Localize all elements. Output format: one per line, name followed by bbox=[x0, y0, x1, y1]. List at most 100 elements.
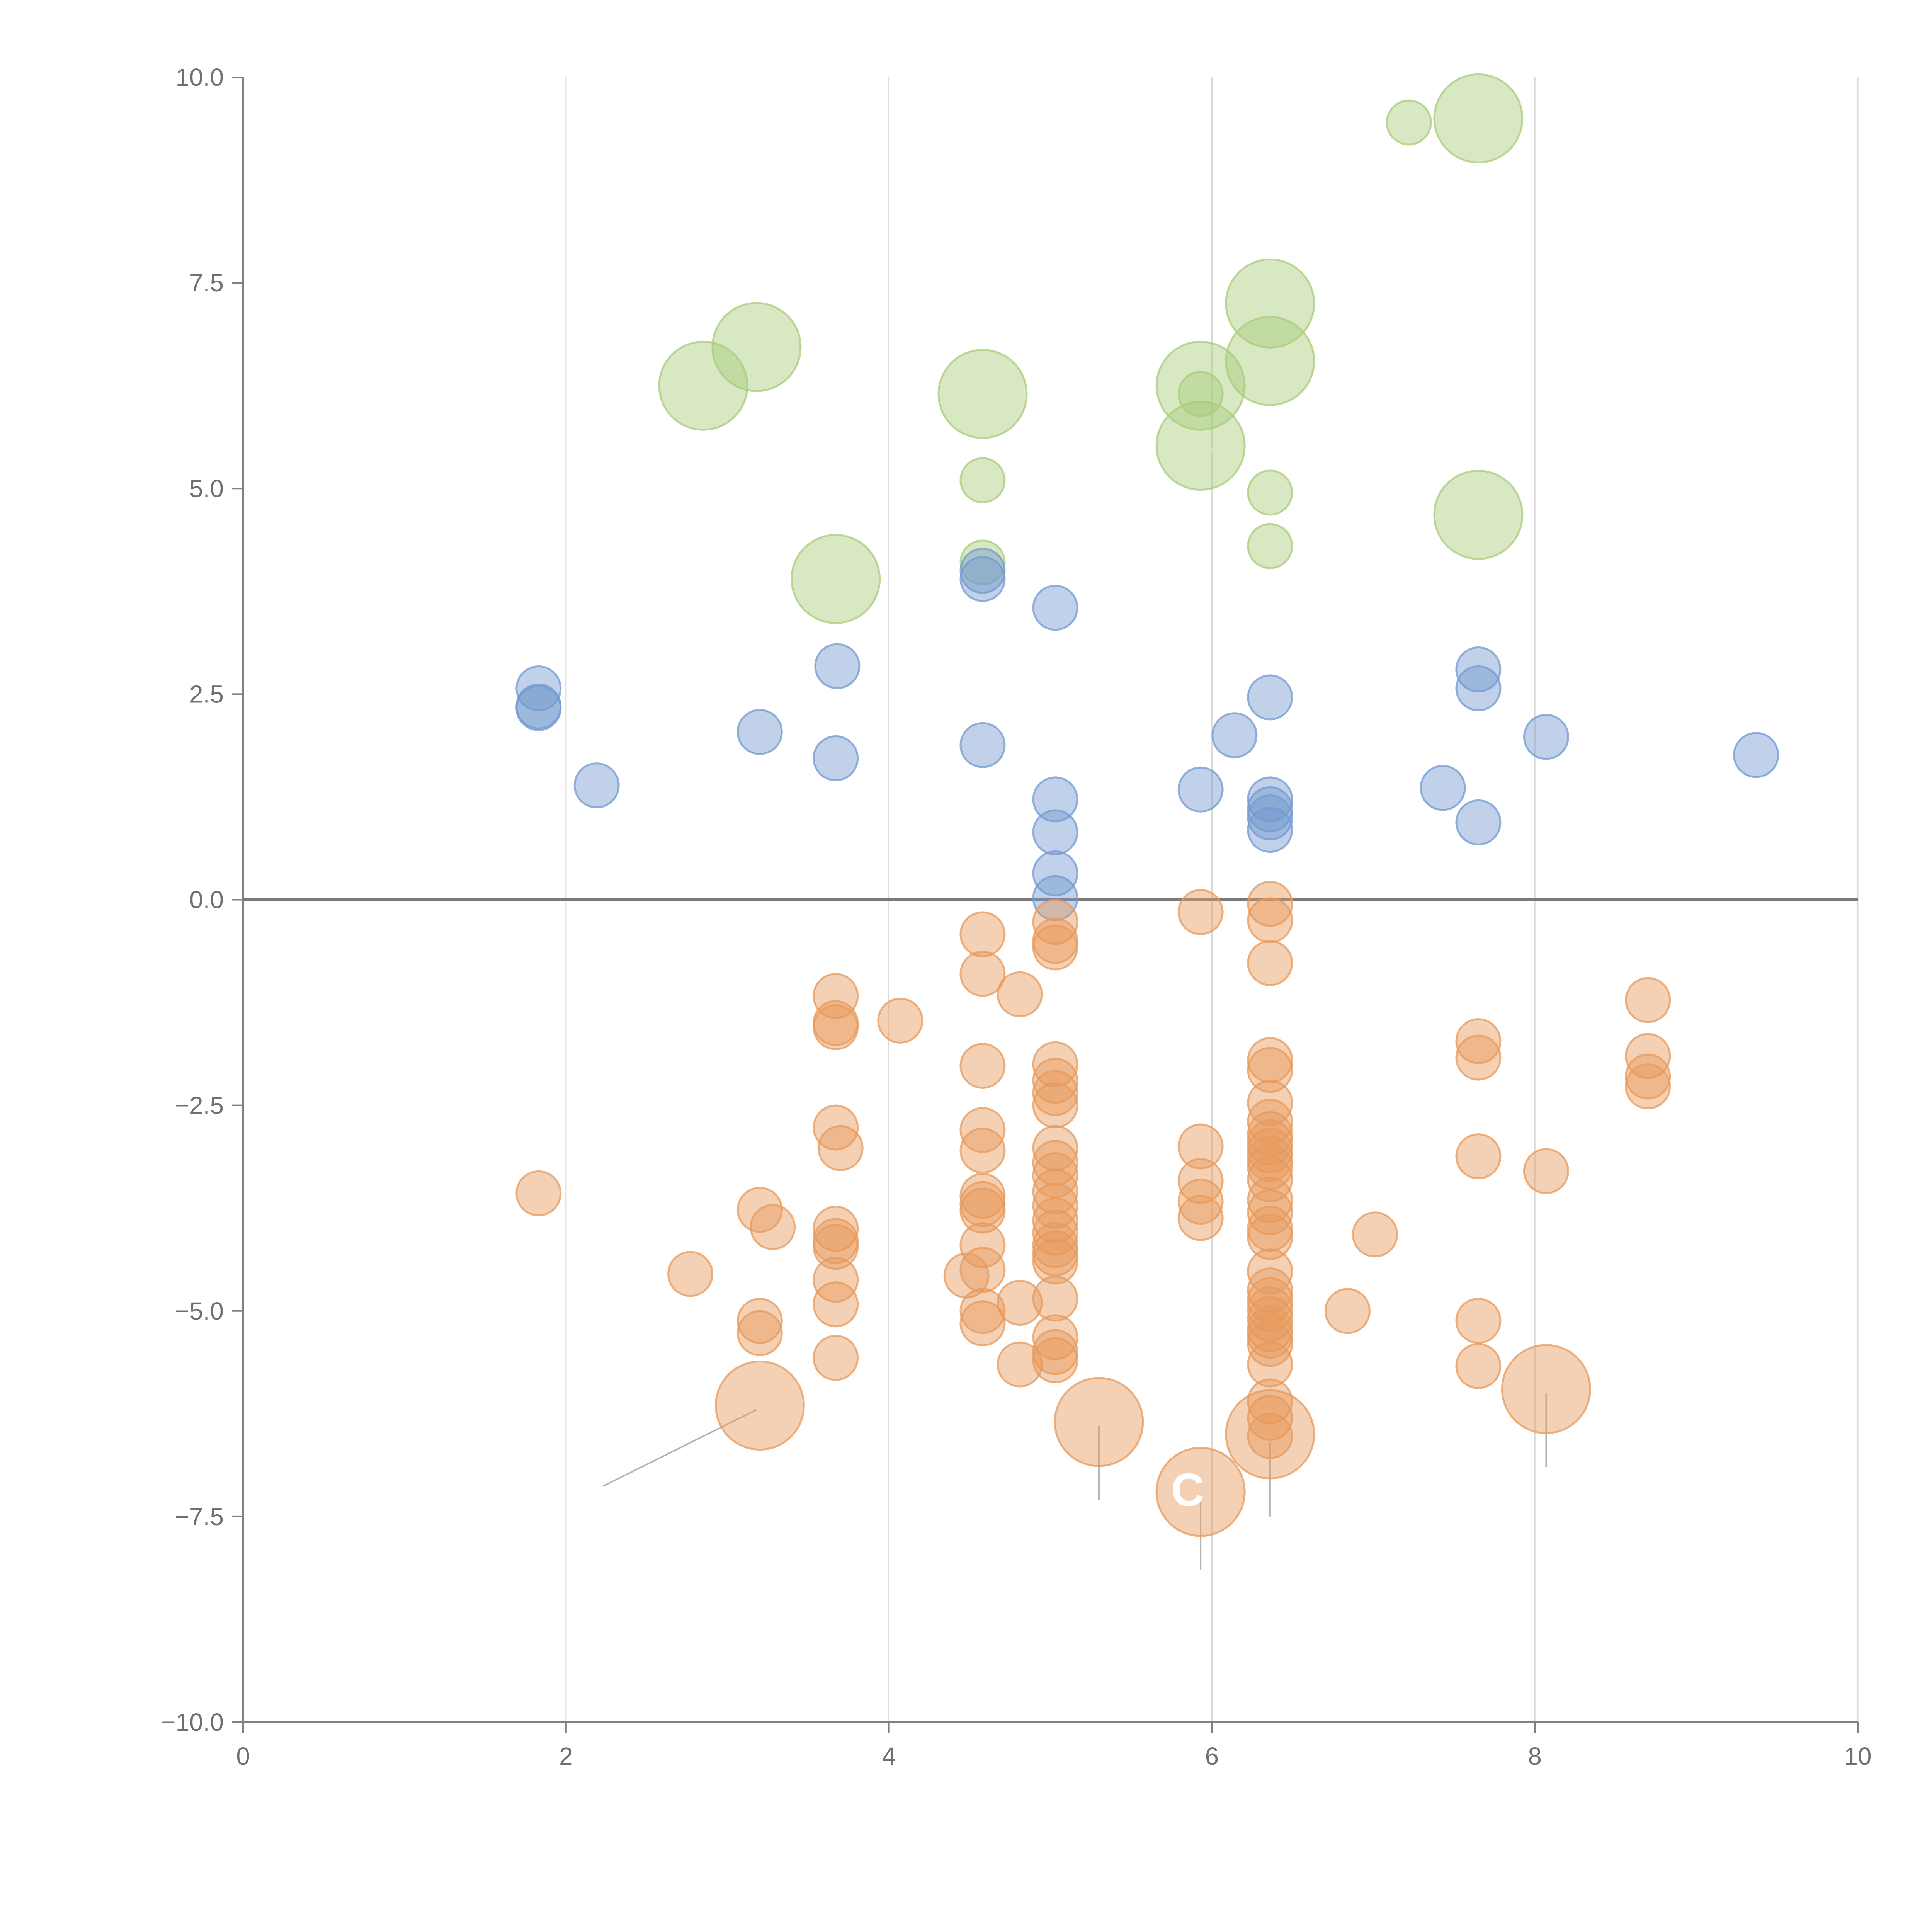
orange-point bbox=[515, 1170, 562, 1216]
orange-point bbox=[1247, 1156, 1293, 1202]
green-point bbox=[959, 457, 1006, 503]
x-tick-label: 8 bbox=[1528, 1742, 1542, 1770]
blue-point bbox=[1032, 585, 1078, 631]
orange-point bbox=[750, 1204, 796, 1250]
tick-labels: 0 2 4 6 8 10 10.0 7.5 5.0 2.5 0.0 −2.5 −5.0 −7.5 −10.0 bbox=[161, 63, 1872, 1770]
orange-point bbox=[1032, 1314, 1078, 1361]
orange-point bbox=[813, 1257, 859, 1303]
orange-point bbox=[943, 1252, 990, 1299]
orange-point bbox=[997, 1341, 1043, 1388]
orange-point bbox=[1625, 1063, 1671, 1110]
orange-point bbox=[714, 1361, 805, 1451]
leader-line bbox=[1276, 541, 1289, 555]
orange-point bbox=[813, 1004, 859, 1050]
blue-point bbox=[1523, 714, 1569, 760]
y-tick-label: 7.5 bbox=[189, 269, 224, 297]
orange-point bbox=[1247, 1321, 1293, 1367]
orange-point bbox=[1054, 1377, 1144, 1467]
orange-point bbox=[1455, 1034, 1502, 1081]
orange-point bbox=[1352, 1211, 1398, 1258]
orange-point bbox=[1247, 881, 1293, 927]
orange-point bbox=[959, 1107, 1006, 1153]
orange-point bbox=[1455, 1018, 1502, 1065]
green-point bbox=[937, 349, 1028, 439]
orange-point bbox=[1455, 1343, 1502, 1389]
orange-point bbox=[1247, 1080, 1293, 1126]
blue-point bbox=[1420, 765, 1466, 811]
blue-point bbox=[1455, 646, 1502, 693]
leader-line bbox=[603, 1409, 757, 1487]
orange-point bbox=[813, 1224, 859, 1270]
orange-point bbox=[1032, 1210, 1078, 1256]
green-point bbox=[1177, 371, 1224, 417]
orange-point bbox=[1247, 1296, 1293, 1342]
blue-point bbox=[813, 735, 859, 781]
orange-point bbox=[1247, 1413, 1293, 1459]
orange-point bbox=[1177, 1123, 1224, 1170]
orange-point bbox=[1032, 1041, 1078, 1087]
orange-point bbox=[1247, 1248, 1293, 1295]
orange-point bbox=[1225, 1389, 1315, 1480]
orange-point bbox=[1247, 1037, 1293, 1083]
blue-point bbox=[1032, 809, 1078, 855]
green-point bbox=[711, 302, 802, 392]
annotation-label: C bbox=[1171, 1464, 1204, 1516]
blue-point bbox=[515, 685, 562, 731]
green-point bbox=[1247, 523, 1293, 569]
orange-point bbox=[1032, 899, 1078, 945]
blue-point bbox=[959, 556, 1006, 602]
leader-line bbox=[1486, 504, 1522, 514]
blue-point bbox=[959, 722, 1006, 768]
x-tick-label: 2 bbox=[559, 1742, 573, 1770]
orange-point bbox=[1032, 1238, 1078, 1285]
orange-point bbox=[1032, 1168, 1078, 1215]
green-point bbox=[1247, 469, 1293, 516]
orange-point bbox=[813, 1206, 859, 1252]
orange-point bbox=[1247, 1395, 1293, 1441]
orange-point bbox=[1032, 1058, 1078, 1104]
orange-point bbox=[959, 1222, 1006, 1268]
orange-point bbox=[1247, 1378, 1293, 1425]
orange-point bbox=[1247, 1341, 1293, 1388]
green-point bbox=[658, 340, 748, 431]
orange-point bbox=[1177, 1195, 1224, 1241]
y-tick-label: 5.0 bbox=[189, 474, 224, 502]
orange-point bbox=[1247, 1286, 1293, 1332]
leader-line bbox=[851, 553, 885, 574]
orange-point bbox=[1247, 940, 1293, 986]
leader-line bbox=[1211, 389, 1229, 407]
y-tick-label: −2.5 bbox=[175, 1092, 224, 1119]
blue-point bbox=[1032, 776, 1078, 823]
orange-point bbox=[1032, 1082, 1078, 1129]
orange-point bbox=[1523, 1148, 1569, 1194]
orange-point bbox=[813, 1335, 859, 1381]
blue-point bbox=[1455, 665, 1502, 711]
y-tick-label: −7.5 bbox=[175, 1503, 224, 1531]
orange-point bbox=[736, 1298, 783, 1344]
orange-point bbox=[1032, 1197, 1078, 1244]
x-tick-label: 0 bbox=[236, 1742, 250, 1770]
blue-point bbox=[1032, 875, 1078, 921]
leader-line bbox=[1486, 109, 1522, 117]
orange-point bbox=[1032, 1182, 1078, 1229]
orange-point bbox=[813, 1281, 859, 1328]
blue-point bbox=[1247, 674, 1293, 721]
x-tick-label: 4 bbox=[882, 1742, 896, 1770]
green-point bbox=[1225, 258, 1315, 349]
orange-point bbox=[1625, 1053, 1671, 1100]
orange-point bbox=[959, 911, 1006, 957]
orange-point bbox=[1032, 1337, 1078, 1383]
orange-point bbox=[1032, 924, 1078, 971]
orange-point bbox=[1177, 1179, 1224, 1225]
blue-point bbox=[1211, 712, 1258, 759]
orange-point bbox=[1032, 1070, 1078, 1116]
blue-point bbox=[1733, 732, 1779, 778]
orange-point bbox=[1455, 1133, 1502, 1180]
leader-lines bbox=[603, 109, 1547, 1570]
orange-point bbox=[1247, 1099, 1293, 1145]
orange-point bbox=[813, 973, 859, 1019]
orange-point bbox=[959, 1128, 1006, 1174]
orange-point bbox=[1177, 1158, 1224, 1204]
blue-point bbox=[1032, 850, 1078, 896]
